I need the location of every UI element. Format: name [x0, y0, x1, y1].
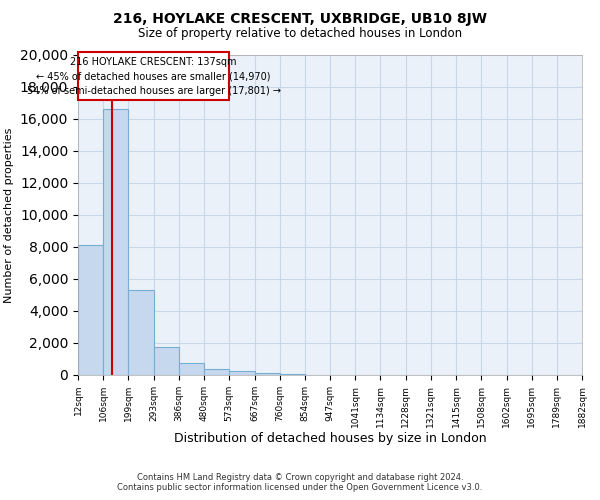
FancyBboxPatch shape: [78, 52, 229, 100]
Bar: [154, 347, 179, 375]
Bar: [78, 246, 103, 375]
Bar: [280, 374, 305, 375]
X-axis label: Distribution of detached houses by size in London: Distribution of detached houses by size …: [173, 432, 487, 446]
Bar: [204, 370, 229, 375]
Text: 54% of semi-detached houses are larger (17,801) →: 54% of semi-detached houses are larger (…: [26, 86, 281, 96]
Bar: [229, 370, 254, 375]
Text: Size of property relative to detached houses in London: Size of property relative to detached ho…: [138, 28, 462, 40]
Bar: [128, 290, 154, 375]
Y-axis label: Number of detached properties: Number of detached properties: [4, 128, 14, 302]
Text: Contains HM Land Registry data © Crown copyright and database right 2024.
Contai: Contains HM Land Registry data © Crown c…: [118, 473, 482, 492]
Text: 216, HOYLAKE CRESCENT, UXBRIDGE, UB10 8JW: 216, HOYLAKE CRESCENT, UXBRIDGE, UB10 8J…: [113, 12, 487, 26]
Text: ← 45% of detached houses are smaller (14,970): ← 45% of detached houses are smaller (14…: [37, 72, 271, 82]
Text: 216 HOYLAKE CRESCENT: 137sqm: 216 HOYLAKE CRESCENT: 137sqm: [70, 58, 237, 68]
Bar: [103, 110, 128, 375]
Bar: [254, 373, 280, 375]
Bar: [179, 363, 204, 375]
